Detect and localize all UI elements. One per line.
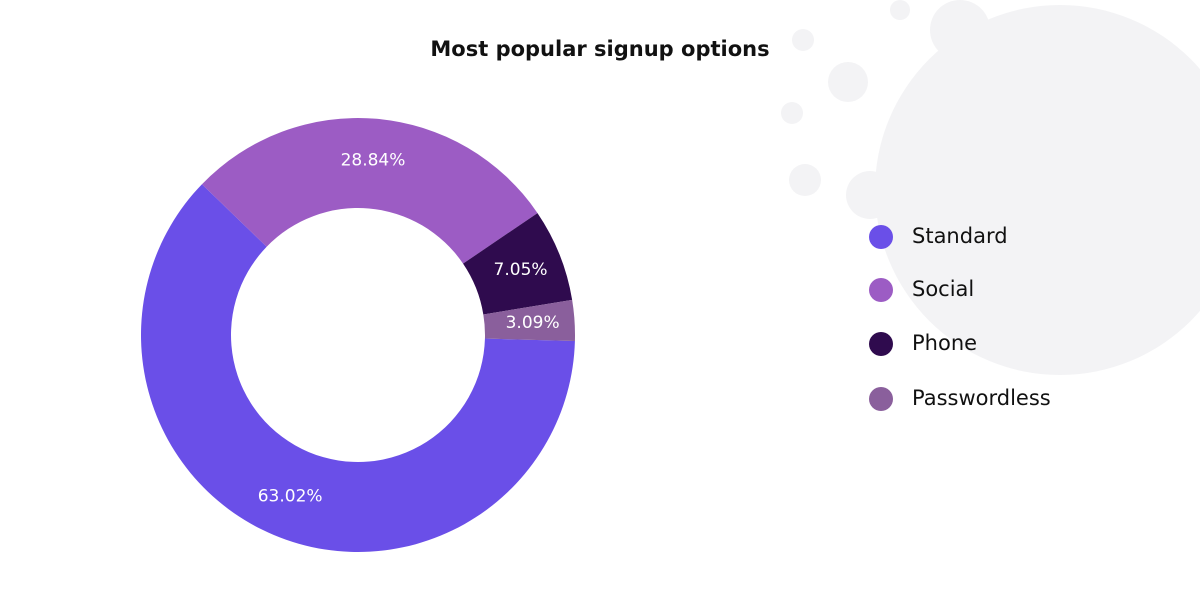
- value-label: 28.84%: [341, 151, 406, 171]
- legend-swatch: [869, 387, 893, 411]
- legend-label: Phone: [912, 331, 977, 355]
- value-label: 63.02%: [258, 486, 323, 506]
- legend-swatch: [869, 225, 893, 249]
- legend-label: Passwordless: [912, 386, 1051, 410]
- chart-title: Most popular signup options: [430, 37, 769, 61]
- value-label: 7.05%: [494, 260, 548, 280]
- donut-segment: [483, 299, 576, 342]
- donut-segment: [141, 184, 575, 552]
- legend-label: Social: [912, 277, 974, 301]
- donut-segment: [463, 213, 573, 315]
- legend-label: Standard: [912, 224, 1008, 248]
- donut-segment: [201, 117, 538, 264]
- value-label: 3.09%: [506, 313, 560, 333]
- legend-swatch: [869, 332, 893, 356]
- legend-swatch: [869, 278, 893, 302]
- background-decoration: [781, 0, 1200, 375]
